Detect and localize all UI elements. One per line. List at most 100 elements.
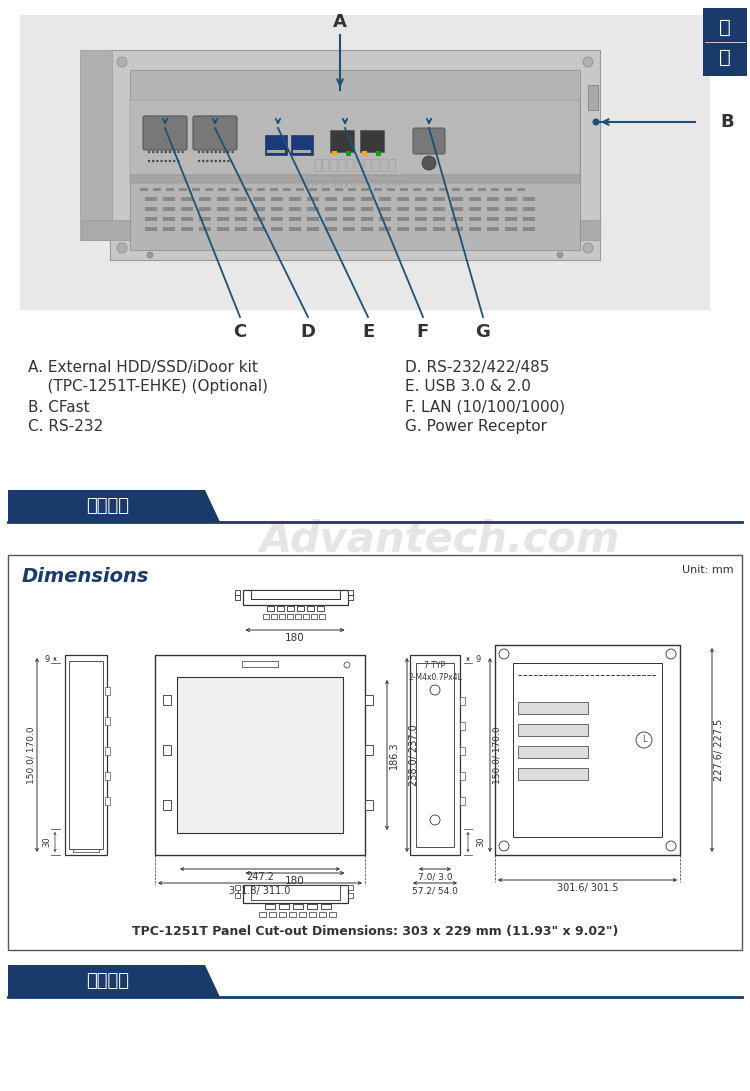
Circle shape: [202, 151, 205, 153]
Bar: [379, 197, 391, 201]
Bar: [8, 555, 742, 950]
Bar: [307, 207, 319, 211]
Text: 产品参数: 产品参数: [86, 497, 130, 515]
Circle shape: [214, 159, 217, 163]
Circle shape: [160, 151, 163, 153]
Text: 7 TYP: 7 TYP: [424, 660, 445, 670]
Bar: [451, 207, 463, 211]
Bar: [80, 50, 112, 240]
Circle shape: [232, 151, 234, 153]
Bar: [469, 197, 481, 201]
Circle shape: [211, 159, 213, 163]
Text: 背: 背: [719, 17, 730, 36]
Bar: [20, 15, 710, 310]
Bar: [523, 207, 535, 211]
Bar: [65, 655, 107, 855]
Polygon shape: [8, 966, 220, 997]
Bar: [105, 772, 110, 780]
Bar: [415, 217, 427, 221]
Bar: [451, 217, 463, 221]
Bar: [311, 614, 317, 619]
Bar: [253, 197, 265, 201]
Bar: [309, 912, 316, 918]
Circle shape: [182, 151, 184, 153]
Circle shape: [211, 151, 213, 153]
Bar: [347, 885, 352, 890]
Text: 深圳硕远科技有限公司: 深圳硕远科技有限公司: [314, 158, 397, 172]
Bar: [451, 227, 463, 231]
Circle shape: [169, 151, 171, 153]
Text: B: B: [720, 113, 734, 131]
Bar: [199, 217, 211, 221]
Circle shape: [430, 685, 440, 695]
Bar: [347, 590, 352, 595]
Bar: [289, 217, 301, 221]
Bar: [279, 904, 289, 909]
Bar: [163, 800, 171, 810]
Bar: [319, 912, 326, 918]
Bar: [270, 188, 278, 191]
Bar: [244, 188, 252, 191]
Bar: [307, 904, 317, 909]
Bar: [376, 151, 381, 156]
Bar: [346, 151, 351, 156]
Bar: [343, 227, 355, 231]
Bar: [297, 606, 304, 611]
Circle shape: [422, 156, 436, 170]
Text: A: A: [333, 13, 347, 31]
Circle shape: [177, 151, 179, 153]
Bar: [397, 217, 409, 221]
Bar: [410, 655, 460, 855]
Bar: [322, 188, 330, 191]
Bar: [335, 188, 343, 191]
Circle shape: [148, 159, 150, 163]
Circle shape: [592, 119, 599, 125]
Circle shape: [198, 151, 200, 153]
Bar: [518, 768, 588, 780]
Bar: [379, 217, 391, 221]
Bar: [235, 590, 239, 595]
Bar: [469, 207, 481, 211]
Circle shape: [666, 649, 676, 659]
Text: G. Power Receptor: G. Power Receptor: [405, 419, 547, 434]
Text: B. CFast: B. CFast: [28, 400, 90, 415]
Bar: [426, 188, 434, 191]
Text: www.soyetech.com: www.soyetech.com: [301, 178, 409, 188]
Text: 150.0/ 170.0: 150.0/ 170.0: [26, 727, 35, 783]
Bar: [329, 912, 336, 918]
Bar: [379, 207, 391, 211]
Text: C. RS-232: C. RS-232: [28, 419, 104, 434]
Circle shape: [206, 151, 209, 153]
Text: L: L: [642, 735, 646, 744]
Text: 311.8/ 311.0: 311.8/ 311.0: [230, 886, 291, 896]
Text: 57.2/ 54.0: 57.2/ 54.0: [412, 887, 458, 896]
Bar: [289, 207, 301, 211]
Bar: [307, 197, 319, 201]
Bar: [0, 0, 750, 490]
Bar: [140, 188, 148, 191]
Bar: [518, 702, 588, 714]
Bar: [181, 197, 193, 201]
Bar: [413, 188, 421, 191]
Bar: [192, 188, 200, 191]
Bar: [505, 227, 517, 231]
Bar: [130, 100, 580, 175]
Circle shape: [219, 151, 221, 153]
Bar: [235, 197, 247, 201]
Bar: [495, 645, 680, 855]
Bar: [439, 188, 447, 191]
Bar: [73, 849, 99, 852]
Bar: [433, 207, 445, 211]
Bar: [460, 697, 465, 705]
Bar: [307, 217, 319, 221]
Bar: [360, 130, 384, 152]
Bar: [263, 614, 269, 619]
Circle shape: [557, 252, 563, 257]
Text: F. LAN (10/100/1000): F. LAN (10/100/1000): [405, 400, 566, 415]
Text: 150.0/ 170.0: 150.0/ 170.0: [492, 727, 501, 783]
Bar: [319, 614, 325, 619]
Bar: [289, 197, 301, 201]
Bar: [199, 197, 211, 201]
Bar: [361, 217, 373, 221]
Bar: [242, 590, 347, 606]
